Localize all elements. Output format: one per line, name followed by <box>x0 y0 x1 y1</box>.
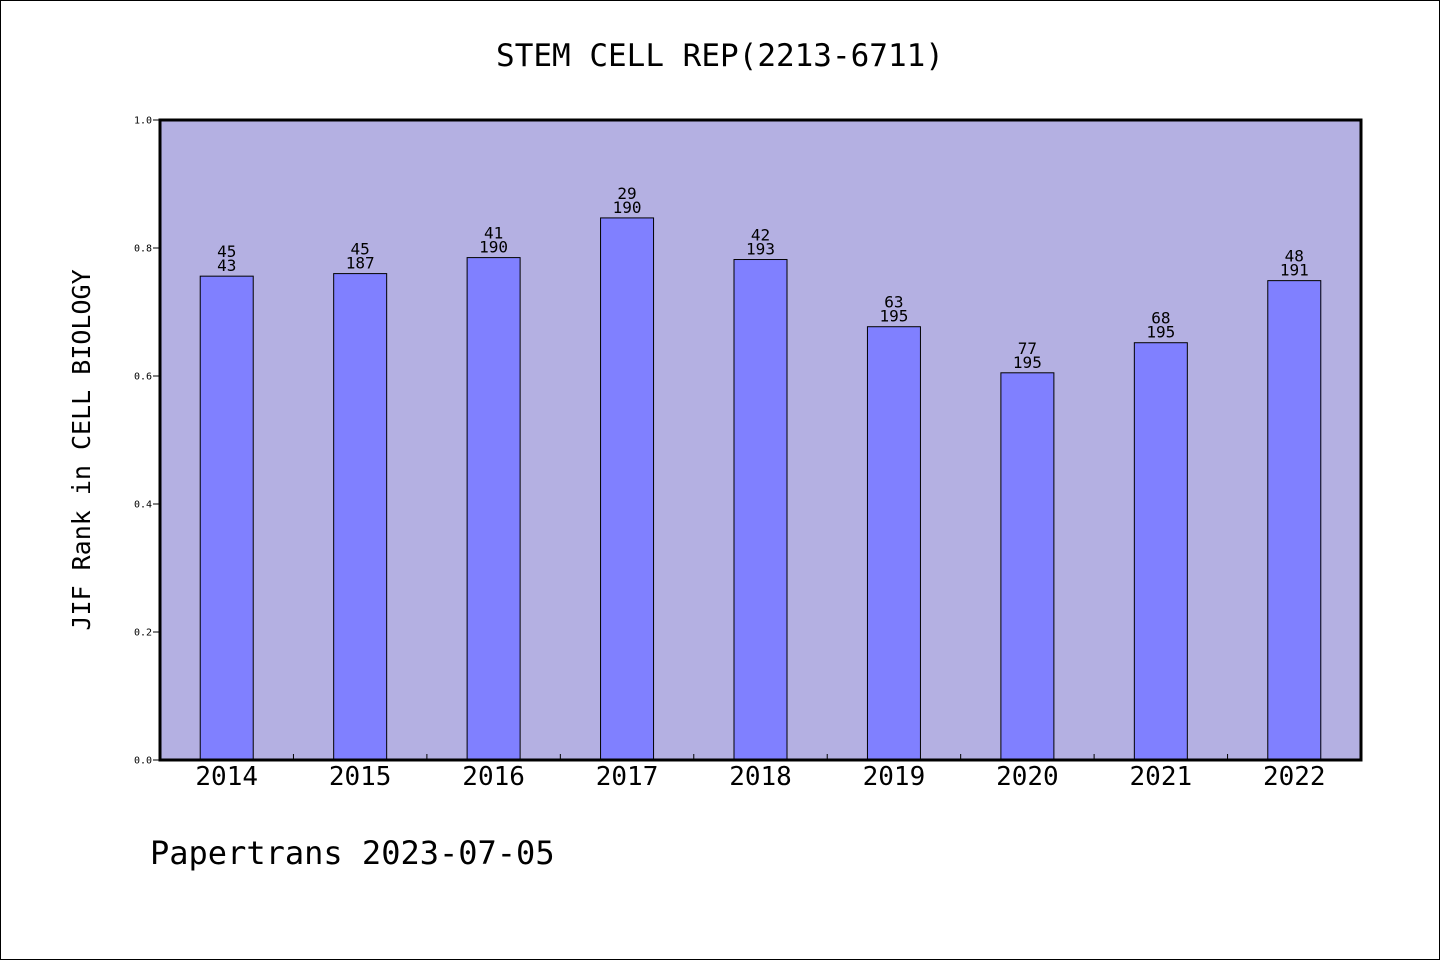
x-tick-label: 2014 <box>195 762 258 792</box>
data-label-top: 48 <box>1285 247 1304 266</box>
bar-2016 <box>466 257 521 761</box>
y-axis-label: JIF Rank in CELL BIOLOGY <box>67 269 96 630</box>
data-label-top: 41 <box>484 224 503 243</box>
x-tick-label: 2016 <box>462 762 525 792</box>
y-tick-label: 0.4 <box>134 500 152 511</box>
data-label-top: 68 <box>1151 309 1170 328</box>
x-tick-label: 2019 <box>863 762 926 792</box>
y-tick-label: 0.6 <box>134 372 152 383</box>
x-tick-label: 2015 <box>329 762 392 792</box>
data-label-top: 77 <box>1018 339 1037 358</box>
data-label-top: 45 <box>217 242 236 261</box>
bar-2021 <box>1133 342 1188 761</box>
x-axis: 2014 2015 2016 2017 2018 2019 2020 2021 2022 <box>195 754 1326 792</box>
bar-2020 <box>1000 372 1055 761</box>
data-label-top: 42 <box>751 226 770 245</box>
bar-2019 <box>866 326 921 761</box>
x-tick-label: 2017 <box>596 762 659 792</box>
y-axis: 0.0 0.2 0.4 0.6 0.8 1.0 <box>134 116 160 767</box>
data-label-top: 45 <box>351 240 370 259</box>
data-label-bottom: 187 <box>346 254 375 273</box>
x-tick-label: 2020 <box>996 762 1059 792</box>
bar-2015 <box>333 273 388 761</box>
data-label-bottom: 190 <box>613 198 642 217</box>
x-tick-label: 2022 <box>1263 762 1326 792</box>
y-tick-label: 0.8 <box>134 244 152 255</box>
y-tick-label: 1.0 <box>134 116 152 127</box>
bar-2014 <box>199 275 254 761</box>
data-label-bottom: 195 <box>1013 353 1042 372</box>
y-tick-label: 0.0 <box>134 756 152 767</box>
data-label-bottom: 193 <box>746 240 775 259</box>
plot-border <box>158 118 1363 762</box>
bars-group <box>199 217 1322 761</box>
data-label-bottom: 195 <box>879 307 908 326</box>
data-label-bottom: 195 <box>1146 323 1175 342</box>
bar-2022 <box>1267 280 1322 761</box>
footer-text: Papertrans 2023-07-05 <box>150 834 555 872</box>
data-label-top: 29 <box>617 184 636 203</box>
bar-2017 <box>600 217 655 761</box>
data-label-bottom: 191 <box>1280 261 1309 280</box>
x-tick-label: 2018 <box>729 762 792 792</box>
data-label-bottom: 43 <box>217 256 236 275</box>
data-label-top: 63 <box>884 293 903 312</box>
y-tick-label: 0.2 <box>134 628 152 639</box>
bar-2018 <box>733 259 788 761</box>
chart-title: STEM CELL REP(2213-6711) <box>496 38 944 74</box>
x-tick-label: 2021 <box>1130 762 1193 792</box>
data-labels-group: 4543451874119029190421936319577195681954… <box>217 184 1309 372</box>
data-label-bottom: 190 <box>479 238 508 257</box>
